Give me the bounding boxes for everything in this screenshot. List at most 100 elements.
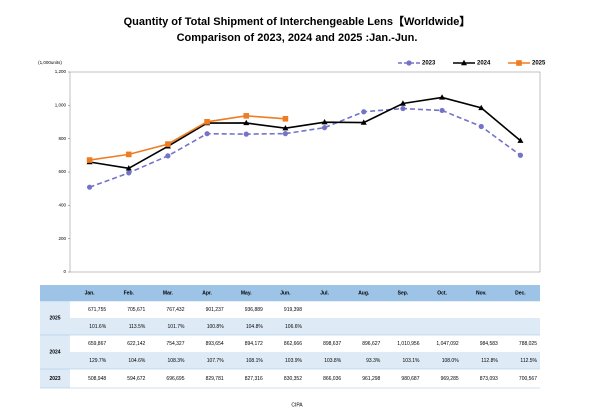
table-value: 827,316 bbox=[245, 376, 263, 382]
table-value: 700,567 bbox=[519, 376, 537, 382]
table-value: 980,687 bbox=[401, 376, 419, 382]
point bbox=[86, 184, 93, 190]
point bbox=[406, 60, 412, 66]
table-value: 659,867 bbox=[88, 341, 106, 347]
legend-label: 2025 bbox=[532, 61, 546, 67]
table-value: 919,398 bbox=[284, 307, 302, 313]
table-value: 696,695 bbox=[166, 376, 184, 382]
point bbox=[126, 170, 132, 176]
point bbox=[86, 157, 93, 163]
table-header: Jan. bbox=[85, 290, 96, 296]
table-growth: 113.5% bbox=[129, 324, 146, 330]
point bbox=[360, 119, 367, 125]
table-row-label: 2024 bbox=[49, 349, 60, 355]
table-value: 671,755 bbox=[88, 307, 106, 313]
table-header: Jul. bbox=[320, 290, 329, 296]
point bbox=[165, 153, 171, 159]
point bbox=[125, 165, 132, 171]
table-value: 894,172 bbox=[245, 341, 263, 347]
table-growth: 100.8% bbox=[207, 324, 225, 330]
table-header-bg bbox=[40, 285, 540, 301]
unit-label: (1,000units) bbox=[38, 60, 62, 65]
point bbox=[321, 119, 328, 125]
table-growth: 104.6% bbox=[128, 358, 146, 364]
table-value: 767,432 bbox=[166, 307, 184, 313]
table-growth: 108.3% bbox=[168, 358, 186, 364]
table-row-bg bbox=[70, 335, 540, 352]
chart-title: Quantity of Total Shipment of Intercheng… bbox=[124, 15, 471, 28]
series-line bbox=[89, 96, 521, 170]
table-row-bg bbox=[70, 318, 540, 335]
table-header: Apr. bbox=[202, 290, 212, 296]
table-growth: 112.8% bbox=[481, 358, 498, 364]
point bbox=[461, 59, 467, 66]
table-header: Aug. bbox=[358, 290, 370, 296]
point bbox=[517, 137, 524, 143]
table-growth: 103.9% bbox=[285, 358, 303, 364]
chart-subtitle: Comparison of 2023, 2024 and 2025 :Jan.-… bbox=[177, 32, 418, 44]
table-value: 984,583 bbox=[480, 341, 498, 347]
table-value: 754,327 bbox=[166, 341, 184, 347]
point bbox=[125, 151, 132, 158]
table-value: 830,352 bbox=[284, 376, 302, 382]
table-growth: 108.1% bbox=[246, 358, 264, 364]
table-header: Dec. bbox=[515, 290, 526, 296]
table-growth: 108.0% bbox=[442, 358, 460, 364]
point bbox=[361, 109, 367, 115]
table-growth: 112.5% bbox=[520, 358, 537, 364]
y-tick-label: 800 bbox=[58, 136, 66, 141]
table-value: 961,298 bbox=[362, 376, 380, 382]
point bbox=[243, 131, 249, 137]
table-growth: 106.6% bbox=[285, 324, 303, 330]
point bbox=[243, 119, 250, 126]
table-value: 622,142 bbox=[127, 341, 145, 347]
table-growth: 103.1% bbox=[403, 358, 421, 364]
point bbox=[282, 131, 289, 137]
y-tick-label: 1,000 bbox=[55, 103, 67, 108]
table-value: 788,025 bbox=[519, 341, 537, 347]
table-value: 898,637 bbox=[323, 341, 341, 347]
table-value: 862,666 bbox=[284, 341, 302, 347]
point bbox=[204, 118, 210, 125]
table-value: 1,010,956 bbox=[397, 341, 419, 347]
table-row-label: 2025 bbox=[49, 315, 60, 321]
series-line bbox=[89, 115, 286, 161]
point bbox=[165, 141, 171, 147]
table-row-label-bg bbox=[40, 301, 70, 388]
table-row-bg bbox=[70, 352, 540, 369]
table-value: 594,672 bbox=[127, 376, 145, 382]
table-growth: 129.7% bbox=[89, 358, 107, 364]
point bbox=[399, 100, 406, 106]
table-value: 866,036 bbox=[323, 376, 341, 382]
table-growth: 101.6% bbox=[89, 324, 107, 330]
point bbox=[478, 123, 484, 130]
table-growth: 104.8% bbox=[246, 324, 264, 330]
table-value: 893,654 bbox=[206, 341, 224, 347]
table-value: 705,671 bbox=[127, 307, 145, 313]
point bbox=[321, 125, 328, 131]
table-header: Jun. bbox=[280, 290, 291, 296]
table-value: 936,889 bbox=[245, 307, 263, 313]
table-growth: 103.8% bbox=[324, 358, 342, 364]
table-header: Mar. bbox=[163, 290, 174, 296]
point bbox=[439, 107, 445, 114]
table-value: 969,285 bbox=[441, 376, 459, 382]
table-row-label: 2023 bbox=[49, 376, 60, 382]
y-tick-label: 400 bbox=[58, 203, 66, 208]
table-row-bg bbox=[70, 301, 540, 318]
table-header: Oct. bbox=[437, 290, 447, 296]
plot-frame bbox=[69, 71, 541, 273]
y-tick-label: 200 bbox=[58, 236, 66, 241]
legend-label: 2024 bbox=[477, 61, 491, 67]
point bbox=[400, 105, 406, 112]
point bbox=[243, 113, 250, 119]
point bbox=[478, 104, 485, 111]
point bbox=[282, 125, 289, 131]
source: CIPA bbox=[291, 402, 303, 408]
table-value: 1,047,092 bbox=[436, 341, 458, 347]
point bbox=[517, 152, 524, 158]
table-header: Feb. bbox=[124, 290, 135, 296]
table-value: 896,627 bbox=[362, 341, 380, 347]
table-value: 829,781 bbox=[206, 376, 224, 382]
